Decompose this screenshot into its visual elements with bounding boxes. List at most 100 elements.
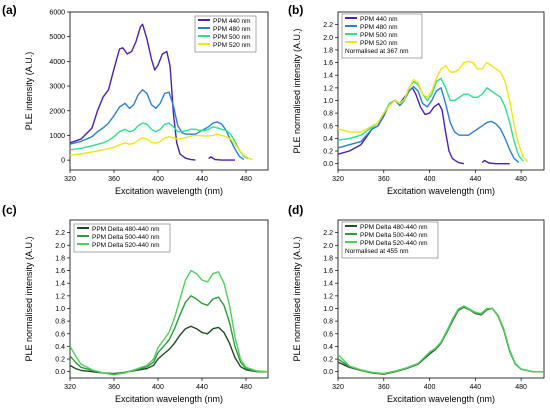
y-tick-label: 2000 [49,108,65,115]
x-tick-label: 440 [196,176,208,183]
x-tick-label: 480 [515,384,527,391]
x-tick-label: 320 [332,384,344,391]
legend-entry: PPM Delta 480-440 nm [92,226,160,233]
y-tick-label: 5000 [49,34,65,41]
y-tick-label: 0.2 [323,357,333,364]
y-tick-label: 0.8 [323,319,333,326]
y-tick-label: 0.0 [323,369,333,376]
x-tick-label: 440 [196,384,208,391]
series-line-1-segment [481,159,510,165]
y-tick-label: 1.0 [323,98,333,105]
legend-entry: PPM 440 nm [213,18,251,25]
x-tick-label: 360 [108,384,120,391]
panel-2: (b) 320 360 400 440 480 0.0 0.2 0.4 0.6 0.8 1.0 1.2 1… [288,3,545,196]
y-axis-label: PLE normalised intensity (A.U.) [292,236,302,361]
y-tick-label: 1.2 [323,85,333,92]
y-tick-label: 1.8 [323,47,333,54]
y-tick-label: 0.2 [55,357,65,364]
y-axis-label: PLE intensity (A.U.) [24,52,34,131]
x-tick-label: 440 [469,384,481,391]
legend-entry: PPM 480 nm [360,24,398,31]
y-tick-label: 0.0 [323,161,333,168]
y-tick-label: 2.2 [323,230,333,237]
y-tick-label: 0 [61,158,65,165]
y-tick-label: 1000 [49,133,65,140]
y-tick-label: 2.0 [55,243,65,250]
legend-entry: PPM Delta 520-440 nm [360,240,428,247]
y-tick-label: 0.6 [55,331,65,338]
panel-label: (d) [288,203,303,217]
legend-box [341,13,423,59]
y-tick-label: 1.0 [323,306,333,313]
panel-4: (d) 320 360 400 440 480 0.0 0.2 0.4 0.6 0.8 1.0 1.2 1… [288,203,545,404]
legend-entry: PPM 520 nm [360,40,398,47]
plot-frame [337,219,545,379]
x-tick-label: 440 [469,176,481,183]
x-tick-label: 480 [240,384,252,391]
legend-entry: PPM 440 nm [360,16,398,23]
y-tick-label: 1.6 [323,268,333,275]
y-axis-label: PLE normalised intensity (A.U.) [24,236,34,361]
y-tick-label: 3000 [49,84,65,91]
x-tick-label: 320 [64,176,76,183]
x-tick-label: 360 [108,176,120,183]
x-axis-label: Excitation wavelength (nm) [387,186,495,196]
y-tick-label: 1.4 [323,281,333,288]
y-tick-label: 4000 [49,59,65,66]
x-tick-label: 400 [152,384,164,391]
panel-label: (b) [288,3,303,17]
y-tick-label: 2.2 [323,22,333,29]
legend-box [341,221,439,259]
series-line-2 [69,89,245,160]
legend-entry: PPM 500 nm [360,32,398,39]
legend-annotation: Normalised at 367 nm [345,48,409,55]
x-tick-label: 480 [515,176,527,183]
series-line-3 [69,122,249,160]
y-tick-label: 0.4 [55,344,65,351]
y-tick-label: 1.6 [55,268,65,275]
x-tick-label: 480 [240,176,252,183]
y-tick-label: 6000 [49,10,65,17]
y-tick-label: 2.0 [323,243,333,250]
x-tick-label: 320 [332,176,344,183]
y-tick-label: 0.4 [323,136,333,143]
legend-annotation: Normalised at 455 nm [345,248,409,255]
series-line-3 [69,269,269,376]
y-tick-label: 0.2 [323,149,333,156]
legend-box [73,223,171,253]
y-tick-label: 2.2 [55,230,65,237]
plot-frame [337,11,545,171]
series-line-2 [337,305,544,375]
y-tick-label: 1.4 [55,281,65,288]
legend-entry: PPM Delta 500-440 nm [92,234,160,241]
x-tick-label: 400 [424,384,436,391]
panel-label: (a) [2,3,17,17]
series-line-4 [337,60,529,163]
plot-frame [69,11,269,171]
x-axis-label: Excitation wavelength (nm) [387,394,495,404]
x-tick-label: 400 [424,176,436,183]
x-axis-label: Excitation wavelength (nm) [115,186,223,196]
legend-entry: PPM 480 nm [213,26,251,33]
y-tick-label: 0.4 [323,344,333,351]
x-tick-label: 320 [64,384,76,391]
series-line-4 [69,133,253,161]
y-tick-label: 1.6 [323,60,333,67]
y-tick-label: 0.0 [55,369,65,376]
y-tick-label: 0.6 [323,331,333,338]
legend-box [194,15,257,53]
panel-3: (c) 320 360 400 440 480 0.0 0.2 0.4 0.6 0.8 1.0 1.2 1… [2,203,269,404]
legend-entry: PPM Delta 500-440 nm [360,232,428,239]
y-tick-label: 0.8 [55,319,65,326]
legend-entry: PPM Delta 480-440 nm [360,224,428,231]
x-tick-label: 360 [378,176,390,183]
y-tick-label: 2.0 [323,35,333,42]
y-tick-label: 1.2 [323,293,333,300]
x-axis-label: Excitation wavelength (nm) [115,394,223,404]
panel-1: (a) 320 360 400 440 480 0 1000 2000 3000 4000 5000 6… [2,3,269,196]
legend-entry: PPM 520 nm [213,42,251,49]
y-tick-label: 0.8 [323,111,333,118]
panel-label: (c) [2,203,17,217]
y-tick-label: 1.8 [55,255,65,262]
